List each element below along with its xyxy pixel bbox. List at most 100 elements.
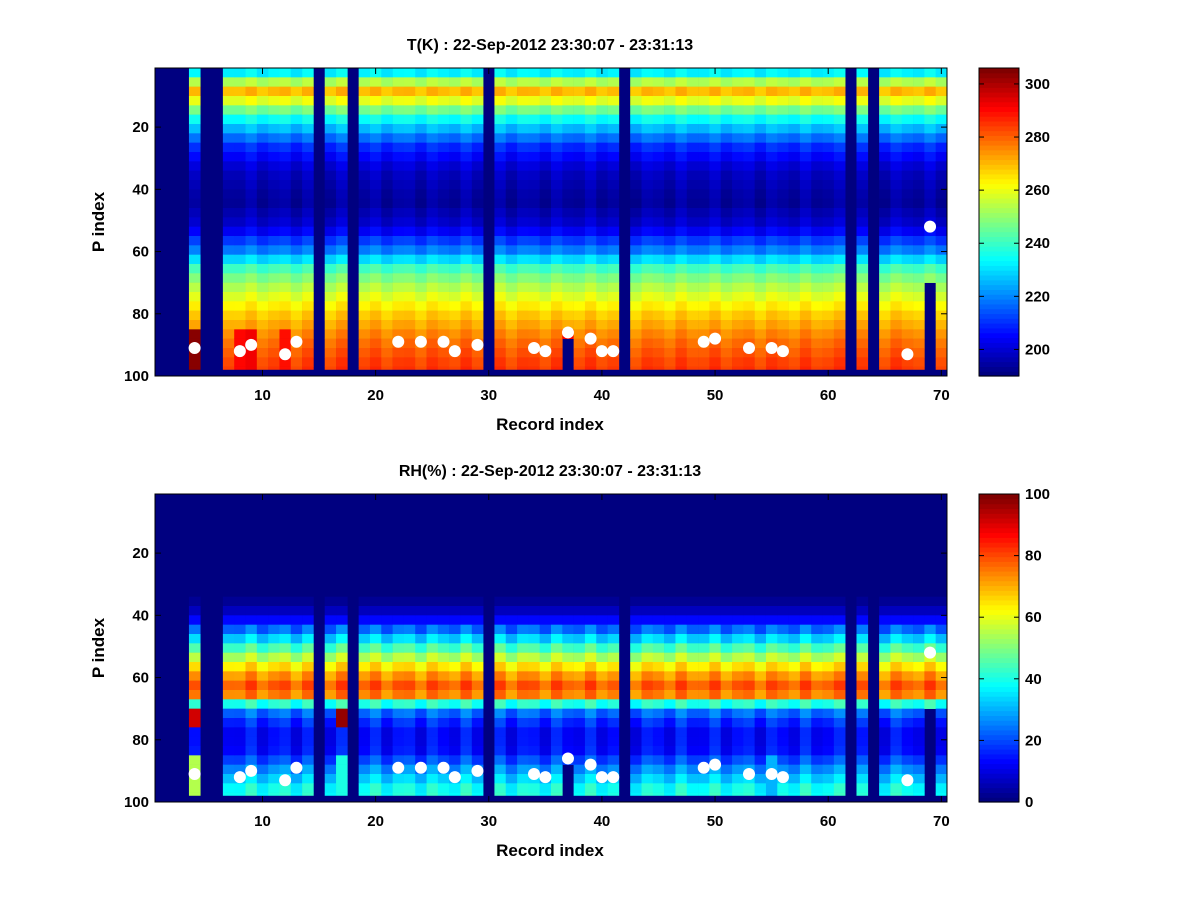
temperature-cell <box>732 217 744 227</box>
humidity-cell <box>234 568 246 579</box>
humidity-cell <box>302 718 314 728</box>
temperature-cell <box>494 77 507 87</box>
temperature-cell <box>777 77 789 87</box>
humidity-cell <box>234 503 246 513</box>
temperature-cell <box>596 254 608 265</box>
temperature-cell <box>494 198 507 209</box>
humidity-cell <box>652 503 665 513</box>
humidity-cell <box>913 512 925 523</box>
temperature-cell <box>743 77 755 87</box>
humidity-cell <box>765 503 778 513</box>
humidity-cell <box>336 718 348 728</box>
humidity-cell <box>799 764 812 775</box>
humidity-cell <box>856 522 869 532</box>
humidity-cell <box>675 494 688 504</box>
humidity-cell <box>494 671 507 681</box>
humidity-cell <box>584 606 597 616</box>
temperature-cell <box>528 124 540 134</box>
humidity-cell <box>879 736 891 747</box>
temperature-cell <box>799 189 812 199</box>
humidity-cell <box>686 512 699 523</box>
humidity-cell <box>879 755 891 765</box>
humidity-cell <box>607 615 620 625</box>
humidity-cell <box>743 643 755 653</box>
temperature-cell <box>913 320 925 330</box>
temperature-cell <box>256 142 269 153</box>
temperature-cell <box>279 114 292 125</box>
humidity-cell <box>471 559 484 569</box>
temperature-cell <box>302 329 314 339</box>
humidity-cell <box>584 494 597 504</box>
temperature-cell <box>188 217 201 227</box>
temperature-cell <box>641 217 654 227</box>
humidity-cell <box>652 634 665 644</box>
temperature-cell <box>528 217 540 227</box>
temperature-cell <box>732 152 744 162</box>
humidity-cell <box>743 634 755 644</box>
temperature-cell <box>607 86 620 97</box>
temperature-cell <box>471 96 484 106</box>
humidity-cell <box>392 727 405 737</box>
temperature-surface-marker <box>233 345 246 358</box>
humidity-cell <box>290 736 303 747</box>
humidity-cell <box>901 783 914 793</box>
temperature-cell <box>607 161 620 171</box>
humidity-cell <box>664 596 676 607</box>
temperature-cell <box>675 254 688 265</box>
temperature-cell <box>403 301 416 311</box>
humidity-cell <box>777 690 789 700</box>
humidity-cell <box>913 699 925 709</box>
humidity-cell <box>471 643 484 653</box>
temperature-cell <box>381 357 393 367</box>
humidity-cell <box>732 494 744 504</box>
temperature-cell <box>302 86 314 97</box>
humidity-cell <box>358 783 371 793</box>
humidity-cell <box>562 550 574 560</box>
temperature-colorbar-swatch <box>979 96 1019 103</box>
humidity-colorbar-swatch <box>979 720 1019 726</box>
temperature-heatmap <box>155 68 948 376</box>
humidity-cell <box>460 783 473 793</box>
humidity-cell <box>517 746 529 756</box>
humidity-cell <box>471 662 484 672</box>
humidity-cell <box>641 550 654 560</box>
temperature-cell <box>630 180 642 190</box>
temperature-cell <box>913 292 925 302</box>
temperature-cell <box>551 338 563 349</box>
temperature-cell <box>449 208 461 218</box>
humidity-cell <box>765 718 778 728</box>
temperature-cell <box>471 273 484 283</box>
humidity-cell <box>290 503 303 513</box>
temperature-cell <box>833 338 846 349</box>
humidity-cell <box>641 736 654 747</box>
temperature-cell <box>324 124 337 134</box>
temperature-cell <box>336 68 348 78</box>
humidity-cell <box>268 615 280 625</box>
temperature-cell <box>924 133 936 143</box>
temperature-cell <box>913 124 925 134</box>
humidity-cell <box>811 615 823 625</box>
temperature-cell <box>777 189 789 199</box>
humidity-cell <box>596 680 608 691</box>
humidity-cell <box>415 792 427 797</box>
temperature-cell <box>369 77 382 87</box>
humidity-cell <box>551 634 563 644</box>
humidity-cell <box>336 783 348 793</box>
humidity-cell <box>234 615 246 625</box>
temperature-cell <box>449 124 461 134</box>
humidity-cell <box>494 587 507 597</box>
humidity-cell <box>754 578 767 588</box>
temperature-cell <box>743 236 755 246</box>
temperature-cell <box>358 114 371 125</box>
humidity-cell <box>256 680 269 691</box>
temperature-cell <box>799 273 812 283</box>
temperature-cell <box>901 264 914 274</box>
temperature-cell <box>584 357 597 367</box>
humidity-cell <box>698 671 710 681</box>
humidity-cell <box>505 578 518 588</box>
humidity-cell <box>324 764 337 775</box>
temperature-cell <box>664 142 676 153</box>
temperature-record-column <box>630 68 642 371</box>
temperature-cell <box>698 366 710 371</box>
temperature-cell <box>392 273 405 283</box>
